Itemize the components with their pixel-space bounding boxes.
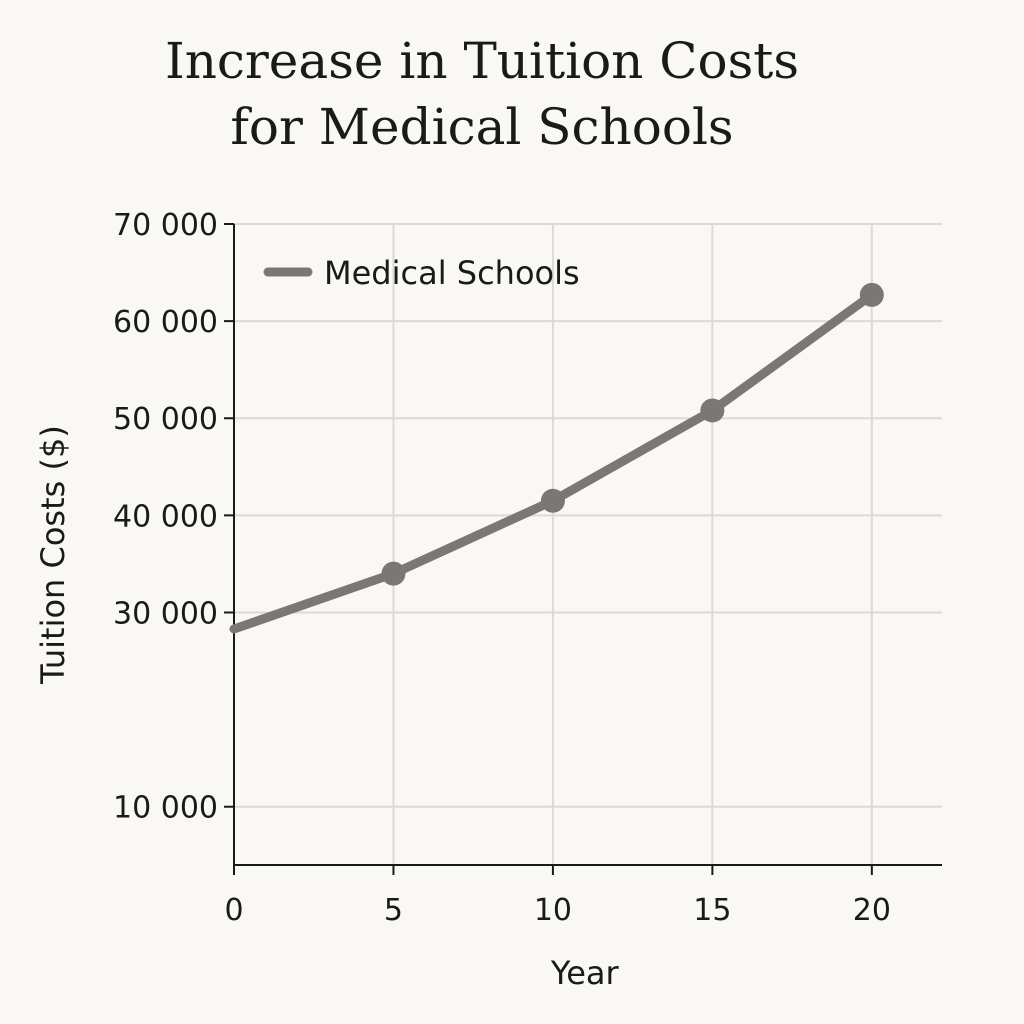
y-tick-label-2: 40 000	[113, 499, 218, 534]
x-tick-label-0: 0	[224, 893, 243, 928]
x-axis-label: Year	[550, 954, 620, 992]
x-tick-label-4: 20	[853, 893, 891, 928]
y-tick-label-5: 70 000	[113, 208, 218, 243]
y-tick-label-1: 30 000	[113, 596, 218, 631]
x-tick-label-1: 5	[384, 893, 403, 928]
data-point-0-4	[859, 282, 884, 307]
data-point-0-3	[700, 398, 725, 423]
y-axis-label: Tuition Costs ($)	[34, 425, 72, 685]
chart-title-line-1: Increase in Tuition Costs	[164, 32, 800, 90]
y-tick-label-4: 60 000	[113, 305, 218, 340]
x-tick-label-2: 10	[534, 893, 572, 928]
chart-title-line-2: for Medical Schools	[230, 98, 734, 156]
y-tick-label-3: 50 000	[113, 402, 218, 437]
data-point-0-2	[540, 488, 565, 513]
legend-label: Medical Schools	[324, 254, 580, 292]
y-tick-label-0: 10 000	[113, 791, 218, 826]
data-point-0-1	[381, 561, 406, 586]
x-tick-label-3: 15	[693, 893, 731, 928]
chart-title: Increase in Tuition Costs for Medical Sc…	[0, 28, 964, 160]
